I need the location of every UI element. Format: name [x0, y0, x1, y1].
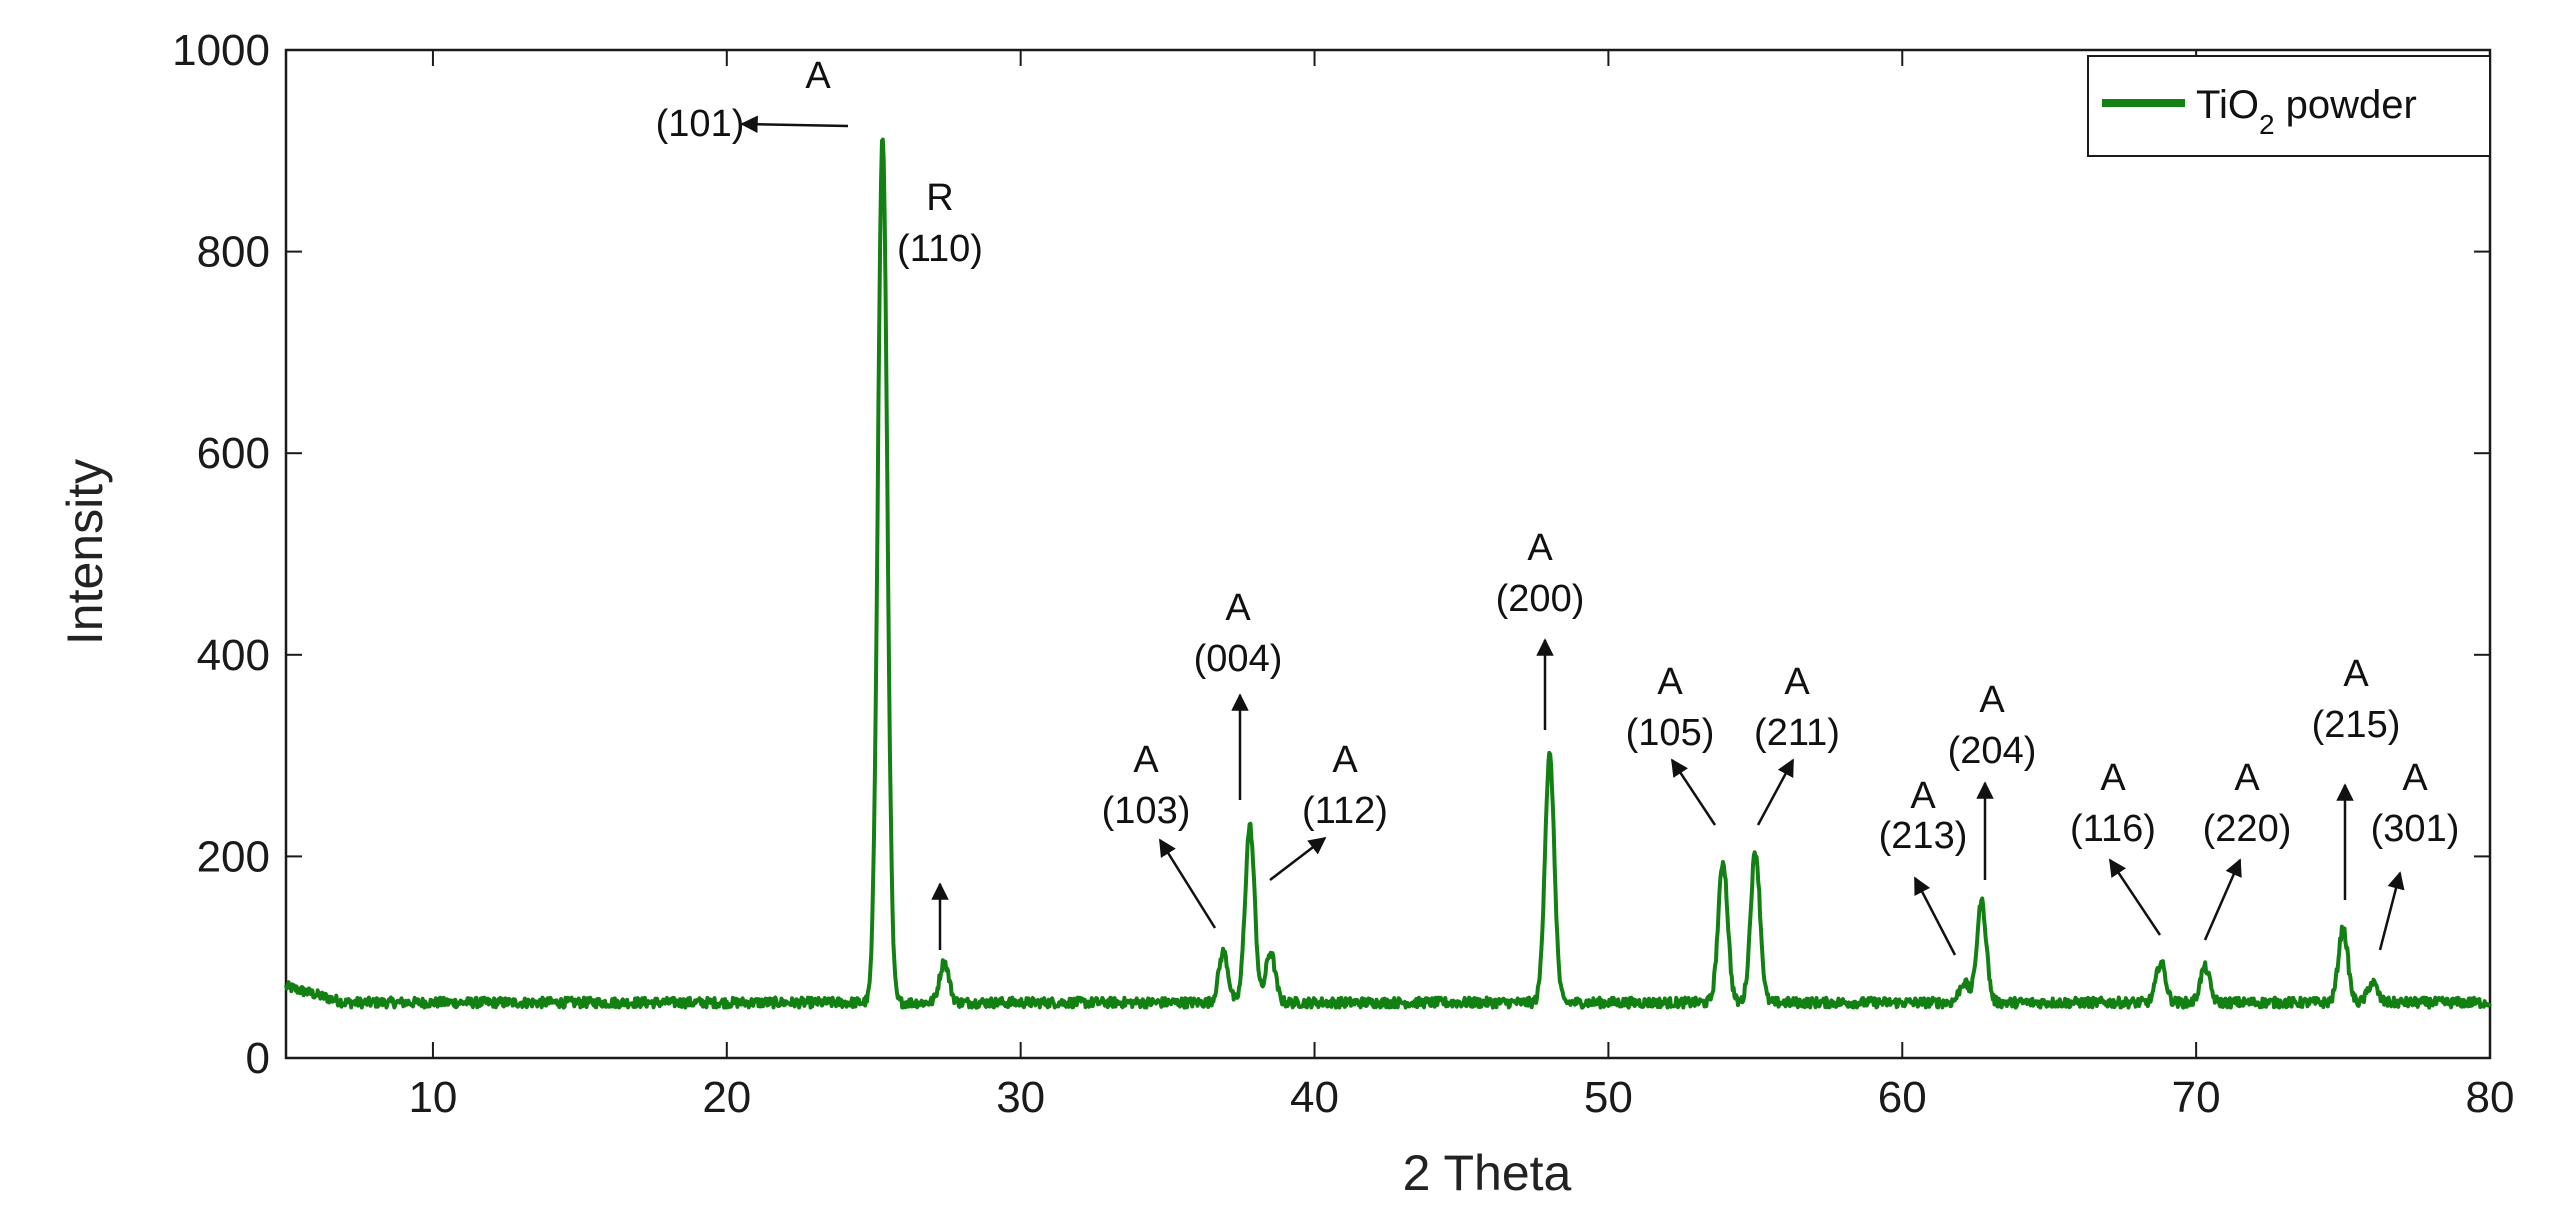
- phase-label: A: [2343, 653, 2369, 695]
- y-axis-title: Intensity: [57, 459, 113, 645]
- peak-annotation-101: A (101): [656, 55, 849, 145]
- phase-label: A: [1657, 661, 1683, 703]
- hkl-label: (112): [1302, 790, 1388, 832]
- peak-annotation-112: A (112): [1269, 739, 1388, 881]
- annotation-arrow: [740, 115, 849, 134]
- x-axis-title: 2 Theta: [1403, 1145, 1572, 1201]
- hkl-label: (004): [1194, 638, 1283, 680]
- peak-annotation-301: A (301): [2371, 757, 2460, 951]
- legend: TiO2 powder: [2087, 55, 2491, 157]
- legend-label: TiO2 powder: [2196, 83, 2417, 140]
- annotation-arrow: [1670, 758, 1717, 826]
- hkl-label: (116): [2070, 808, 2156, 850]
- peak-annotation-215: A (215): [2312, 653, 2401, 900]
- legend-label-sub: 2: [2259, 109, 2275, 140]
- annotation-arrow: [1158, 838, 1217, 929]
- hkl-label: (215): [2312, 704, 2401, 746]
- phase-label: A: [1332, 739, 1358, 781]
- phase-label: A: [1133, 739, 1159, 781]
- peak-annotation-204: A (204): [1948, 679, 2037, 880]
- legend-label-rest: powder: [2275, 83, 2417, 127]
- hkl-label: (220): [2203, 808, 2292, 850]
- x-tick-label: 10: [408, 1073, 457, 1122]
- peak-annotation-004: A (004): [1194, 587, 1283, 800]
- x-tick-label: 50: [1584, 1073, 1633, 1122]
- peak-annotation-105: A (105): [1626, 661, 1717, 826]
- phase-label: A: [805, 55, 831, 97]
- hkl-label: (103): [1102, 790, 1191, 832]
- x-tick-label: 30: [996, 1073, 1045, 1122]
- y-tick-label: 200: [197, 832, 270, 881]
- phase-label: A: [1979, 679, 2005, 721]
- peak-annotation-213: A(213): [1879, 775, 1968, 956]
- phase-label: A: [2100, 757, 2126, 799]
- annotation-arrow: [2378, 871, 2405, 951]
- phase-label: A: [2234, 757, 2260, 799]
- annotation-arrow: [1269, 836, 1327, 881]
- series-line: [284, 137, 2492, 1010]
- annotation-arrow: [2203, 858, 2242, 941]
- hkl-label: (213): [1879, 815, 1968, 857]
- hkl-label: (101): [656, 103, 745, 145]
- peak-annotation-110: R (110): [897, 177, 983, 950]
- plot-area: [284, 48, 2492, 1060]
- x-tick-label: 40: [1290, 1073, 1339, 1122]
- peak-annotation-211: A (211): [1754, 661, 1840, 826]
- annotation-arrow: [1756, 758, 1795, 826]
- phase-label: R: [926, 177, 953, 219]
- series-layer: [284, 137, 2492, 1010]
- annotation-layer: A (101) R (110) A (103) A (004) A (112) A (200) A (10…: [656, 55, 2460, 956]
- x-tick-label: 20: [702, 1073, 751, 1122]
- hkl-label: (105): [1626, 712, 1715, 754]
- plot-frame: [284, 48, 2492, 1060]
- y-tick-label: 800: [197, 228, 270, 277]
- y-tick-label: 1000: [172, 26, 270, 75]
- phase-label: A: [2402, 757, 2428, 799]
- x-tick-label: 60: [1878, 1073, 1927, 1122]
- x-tick-label: 80: [2466, 1073, 2515, 1122]
- x-tick-label: 70: [2172, 1073, 2221, 1122]
- hkl-label: (110): [897, 228, 983, 270]
- phase-label: A: [1910, 775, 1936, 817]
- annotation-arrow: [1913, 876, 1957, 956]
- annotation-arrow: [2108, 858, 2162, 936]
- phase-label: A: [1225, 587, 1251, 629]
- peak-annotation-116: A (116): [2070, 757, 2162, 936]
- y-tick-label: 0: [246, 1034, 270, 1083]
- y-tick-label: 600: [197, 429, 270, 478]
- phase-label: A: [1527, 527, 1553, 569]
- y-tick-label: 400: [197, 631, 270, 680]
- peak-annotation-103: A (103): [1102, 739, 1217, 929]
- peak-annotation-220: A (220): [2203, 757, 2292, 941]
- hkl-label: (211): [1754, 712, 1840, 754]
- hkl-label: (204): [1948, 730, 2037, 772]
- peak-annotation-200: A (200): [1496, 527, 1585, 730]
- hkl-label: (200): [1496, 578, 1585, 620]
- legend-label-main: TiO: [2196, 83, 2259, 127]
- hkl-label: (301): [2371, 808, 2460, 850]
- phase-label: A: [1784, 661, 1810, 703]
